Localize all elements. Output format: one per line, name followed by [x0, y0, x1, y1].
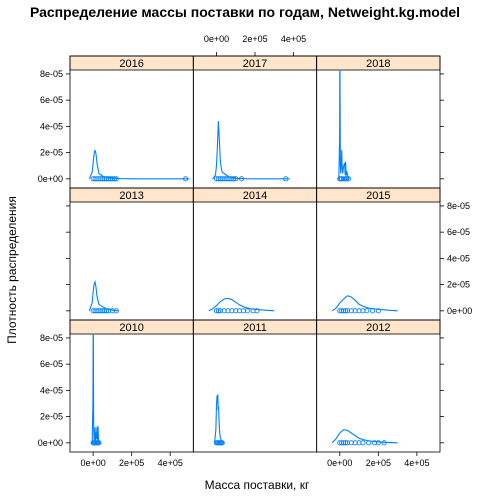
point-2013-7: [104, 308, 110, 314]
y-tick-label-1-3: 6e-05: [447, 227, 470, 237]
panel-2014: 2014: [192, 187, 318, 321]
x-tick-label-bottom-0-0: 0e+00: [80, 458, 105, 468]
x-tick-label-top-1-2: 4e+05: [281, 34, 306, 44]
panel-2018: 2018: [316, 55, 441, 189]
strip-label-2018: 2018: [366, 58, 390, 70]
point-2016-12: [113, 176, 119, 182]
panel-border-2010: [69, 319, 194, 453]
y-tick-label-0-0: 0e+00: [38, 174, 63, 184]
chart-title: Распределение массы поставки по годам, N…: [30, 4, 460, 20]
panel-border-2011: [192, 319, 318, 453]
y-tick-label-1-4: 8e-05: [447, 201, 470, 211]
density-line-2018: [338, 69, 350, 180]
strip-label-2016: 2016: [119, 58, 143, 70]
y-tick-label-2-1: 2e-05: [40, 412, 63, 422]
y-tick-label-0-1: 2e-05: [40, 148, 63, 158]
panel-2010: 2010: [69, 319, 194, 453]
y-tick-label-0-3: 6e-05: [40, 95, 63, 105]
strip-label-2012: 2012: [366, 322, 390, 334]
strip-label-2010: 2010: [119, 322, 143, 334]
point-2012-11: [375, 440, 381, 446]
panel-border-2014: [192, 187, 318, 321]
panel-border-2017: [192, 55, 318, 189]
strip-label-2014: 2014: [243, 190, 267, 202]
point-2012-8: [360, 440, 366, 446]
y-tick-label-1-2: 4e-05: [447, 253, 470, 263]
point-2018-3: [341, 176, 347, 182]
y-tick-label-2-4: 8e-05: [40, 333, 63, 343]
point-2015-3: [343, 308, 349, 314]
x-tick-label-bottom-2-2: 4e+05: [404, 458, 429, 468]
panel-border-2018: [316, 55, 441, 189]
density-line-2013: [88, 279, 119, 312]
panel-border-2016: [69, 55, 194, 189]
point-2016-13: [183, 176, 189, 182]
x-tick-label-top-1-0: 0e+00: [204, 34, 229, 44]
point-2010-6: [96, 440, 102, 446]
point-2018-6: [345, 176, 352, 182]
strip-label-2015: 2015: [366, 190, 390, 202]
panel-border-2013: [69, 187, 194, 321]
point-2014-11: [254, 308, 260, 314]
strip-label-2017: 2017: [243, 58, 267, 70]
panel-2016: 2016: [69, 55, 194, 189]
panel-border-2015: [316, 187, 441, 321]
density-line-2015: [331, 295, 398, 312]
point-2016-11: [111, 176, 117, 182]
point-2014-9: [244, 308, 250, 314]
density-line-2016: [88, 149, 190, 180]
point-2018-5: [343, 176, 350, 182]
strip-label-2013: 2013: [119, 190, 143, 202]
point-2015-10: [369, 308, 376, 314]
point-2015-9: [364, 308, 370, 314]
point-2017-9: [231, 176, 237, 182]
point-2015-11: [375, 308, 381, 314]
x-tick-label-bottom-2-0: 0e+00: [327, 458, 352, 468]
density-line-2011: [213, 394, 225, 444]
x-tick-label-bottom-0-1: 2e+05: [119, 458, 144, 468]
y-tick-label-1-0: 0e+00: [447, 306, 472, 316]
strip-label-2011: 2011: [243, 322, 267, 334]
x-tick-label-top-1-1: 2e+05: [242, 34, 267, 44]
density-line-2010: [91, 333, 101, 444]
y-tick-label-1-1: 2e-05: [447, 280, 470, 290]
point-2012-3: [343, 440, 349, 446]
point-2017-12: [283, 176, 289, 182]
point-2017-11: [238, 176, 245, 182]
panel-border-2012: [316, 319, 441, 453]
density-line-2014: [208, 297, 275, 312]
panel-2017: 2017: [192, 55, 318, 189]
point-2012-12: [381, 440, 387, 446]
y-tick-label-2-3: 6e-05: [40, 359, 63, 369]
point-2012-9: [366, 440, 372, 446]
point-2013-10: [113, 308, 119, 314]
point-2017-10: [233, 176, 239, 182]
panel-2013: 2013: [69, 187, 194, 321]
density-line-2017: [212, 121, 290, 180]
panel-2012: 2012: [316, 319, 441, 453]
panel-grid: 2016 2017 2018 2013 2014 2015 2010 2011 2012 0e+0…: [38, 34, 473, 468]
density-line-2012: [331, 429, 398, 444]
y-tick-label-2-2: 4e-05: [40, 385, 63, 395]
point-2011-6: [219, 440, 225, 446]
x-tick-label-bottom-2-1: 2e+05: [366, 458, 391, 468]
y-axis-label: Плотность распределения: [5, 196, 19, 344]
y-tick-label-0-2: 4e-05: [40, 121, 63, 131]
panel-2011: 2011: [192, 319, 318, 453]
y-tick-label-0-4: 8e-05: [40, 69, 63, 79]
x-tick-label-bottom-0-2: 4e+05: [158, 458, 183, 468]
point-2014-1: [215, 308, 221, 314]
x-axis-label: Масса поставки, кг: [205, 478, 310, 492]
panel-2015: 2015: [316, 187, 441, 321]
y-tick-label-2-0: 0e+00: [38, 438, 63, 448]
